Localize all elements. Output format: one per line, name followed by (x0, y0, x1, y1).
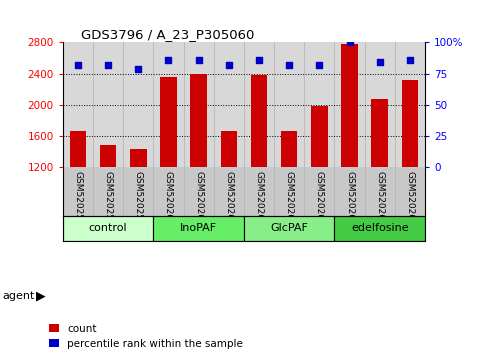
Point (285, 62, 293, 68)
Bar (281, 131, 298, 167)
Text: GlcPAF: GlcPAF (270, 223, 308, 234)
Text: agent: agent (2, 291, 35, 301)
Bar (190, 74, 207, 167)
Text: GSM520259: GSM520259 (134, 171, 143, 226)
Text: GSM520267: GSM520267 (375, 171, 384, 226)
Bar (154, 216, 244, 241)
Point (406, 57, 414, 63)
Point (255, 57, 263, 63)
Text: GSM520260: GSM520260 (164, 171, 173, 226)
Bar (221, 131, 237, 167)
Bar (130, 149, 146, 167)
Text: edelfosine: edelfosine (351, 223, 409, 234)
Bar (311, 105, 327, 167)
Text: GSM520262: GSM520262 (224, 171, 233, 226)
Legend: count, percentile rank within the sample: count, percentile rank within the sample (49, 324, 243, 349)
Bar (341, 44, 358, 167)
Point (134, 66, 142, 72)
Text: GSM520264: GSM520264 (284, 171, 294, 226)
Text: GDS3796 / A_23_P305060: GDS3796 / A_23_P305060 (81, 28, 254, 41)
Point (104, 62, 112, 68)
Bar (100, 144, 116, 167)
Text: InoPAF: InoPAF (180, 223, 217, 234)
Point (225, 62, 233, 68)
Point (376, 59, 384, 65)
Point (195, 57, 202, 63)
Bar (251, 75, 267, 167)
Point (346, 40, 354, 45)
Bar (244, 216, 334, 241)
Bar (334, 216, 425, 241)
Bar (402, 80, 418, 167)
Bar (70, 131, 86, 167)
Bar (371, 99, 388, 167)
Text: GSM520261: GSM520261 (194, 171, 203, 226)
Text: GSM520258: GSM520258 (103, 171, 113, 226)
Bar (160, 77, 177, 167)
Text: GSM520263: GSM520263 (255, 171, 264, 226)
Text: control: control (89, 223, 128, 234)
Point (165, 57, 172, 63)
Text: ▶: ▶ (36, 289, 46, 302)
Point (74, 62, 82, 68)
Text: GSM520268: GSM520268 (405, 171, 414, 226)
Text: GSM520266: GSM520266 (345, 171, 354, 226)
Text: GSM520265: GSM520265 (315, 171, 324, 226)
Text: GSM520257: GSM520257 (73, 171, 83, 226)
Bar (63, 216, 154, 241)
Point (315, 62, 323, 68)
